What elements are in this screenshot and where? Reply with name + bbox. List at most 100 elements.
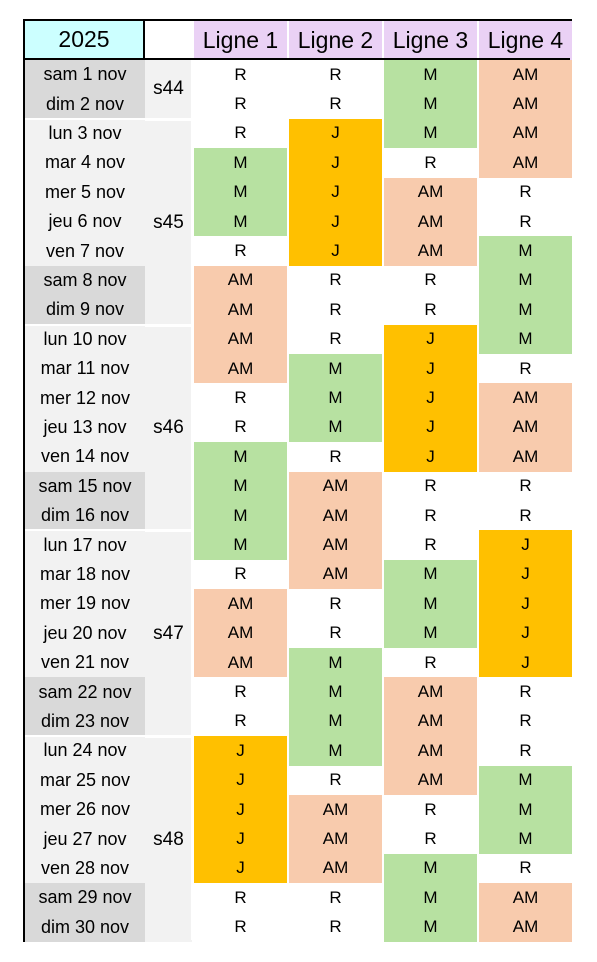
shift-cell-line-1: R <box>192 883 287 913</box>
shift-cell-line-2: M <box>287 383 382 413</box>
shift-cell-line-4: J <box>477 559 572 590</box>
date-cell: sam 1 nov <box>25 60 145 90</box>
shift-cell-line-3: M <box>382 118 477 149</box>
line-header-4: Ligne 4 <box>477 21 572 60</box>
shift-cell-line-3: J <box>382 383 477 413</box>
shift-cell-line-3: J <box>382 412 477 443</box>
shift-cell-line-1: R <box>192 912 287 942</box>
shift-cell-line-4: AM <box>477 412 572 443</box>
shift-cell-line-3: AM <box>382 236 477 266</box>
date-cell: mer 12 nov <box>25 383 145 413</box>
shift-cell-line-1: J <box>192 795 287 825</box>
shift-cell-line-1: AM <box>192 648 287 678</box>
shift-cell-line-4: R <box>477 501 572 531</box>
shift-cell-line-2: R <box>287 265 382 296</box>
shift-cell-line-1: J <box>192 853 287 884</box>
shift-cell-line-3: AM <box>382 736 477 766</box>
date-cell: dim 16 nov <box>25 501 145 531</box>
date-cell: dim 23 nov <box>25 706 145 737</box>
shift-cell-line-1: J <box>192 824 287 854</box>
date-cell: dim 2 nov <box>25 89 145 119</box>
shift-cell-line-3: J <box>382 442 477 472</box>
shift-cell-line-2: M <box>287 412 382 443</box>
date-cell: lun 17 nov <box>25 530 145 560</box>
shift-cell-line-2: M <box>287 736 382 766</box>
shift-cell-line-2: M <box>287 706 382 737</box>
shift-cell-line-3: R <box>382 648 477 678</box>
shift-cell-line-4: R <box>477 677 572 707</box>
shift-cell-line-3: M <box>382 883 477 913</box>
shift-cell-line-3: J <box>382 324 477 354</box>
date-cell: jeu 6 nov <box>25 207 145 237</box>
date-cell: jeu 20 nov <box>25 618 145 648</box>
shift-cell-line-2: R <box>287 912 382 942</box>
shift-cell-line-4: AM <box>477 383 572 413</box>
shift-cell-line-2: J <box>287 207 382 237</box>
shift-cell-line-4: M <box>477 795 572 825</box>
shift-cell-line-3: AM <box>382 177 477 207</box>
shift-cell-line-1: R <box>192 677 287 707</box>
shift-cell-line-2: J <box>287 148 382 178</box>
shift-cell-line-3: R <box>382 471 477 501</box>
shift-cell-line-3: M <box>382 559 477 590</box>
shift-cell-line-3: M <box>382 589 477 619</box>
shift-cell-line-2: M <box>287 648 382 678</box>
date-cell: jeu 27 nov <box>25 824 145 854</box>
shift-cell-line-1: R <box>192 60 287 90</box>
shift-cell-line-3: R <box>382 501 477 531</box>
shift-cell-line-2: J <box>287 118 382 149</box>
shift-cell-line-3: M <box>382 853 477 884</box>
shift-cell-line-1: J <box>192 765 287 795</box>
shift-cell-line-2: J <box>287 177 382 207</box>
shift-cell-line-4: R <box>477 354 572 384</box>
shift-cell-line-1: R <box>192 236 287 266</box>
shift-cell-line-4: R <box>477 736 572 766</box>
date-cell: mer 19 nov <box>25 589 145 619</box>
date-cell: lun 24 nov <box>25 736 145 766</box>
shift-cell-line-2: R <box>287 883 382 913</box>
shift-cell-line-2: R <box>287 324 382 354</box>
shift-cell-line-3: J <box>382 354 477 384</box>
shift-cell-line-3: M <box>382 912 477 942</box>
shift-cell-line-1: AM <box>192 295 287 325</box>
week-label: s47 <box>145 530 192 737</box>
shift-cell-line-3: M <box>382 618 477 648</box>
shift-cell-line-3: M <box>382 60 477 90</box>
shift-cell-line-3: AM <box>382 706 477 737</box>
date-cell: mar 18 nov <box>25 559 145 590</box>
shift-cell-line-3: R <box>382 795 477 825</box>
shift-cell-line-3: AM <box>382 207 477 237</box>
shift-cell-line-1: R <box>192 118 287 149</box>
shift-cell-line-1: AM <box>192 618 287 648</box>
shift-cell-line-4: R <box>477 207 572 237</box>
date-cell: mar 11 nov <box>25 354 145 384</box>
shift-cell-line-1: M <box>192 471 287 501</box>
shift-cell-line-4: R <box>477 177 572 207</box>
date-cell: ven 14 nov <box>25 442 145 472</box>
shift-cell-line-4: M <box>477 824 572 854</box>
shift-cell-line-2: R <box>287 89 382 119</box>
date-cell: sam 8 nov <box>25 265 145 296</box>
week-label: s46 <box>145 324 192 531</box>
shift-cell-line-4: AM <box>477 60 572 90</box>
shift-cell-line-2: R <box>287 589 382 619</box>
shift-cell-line-1: R <box>192 412 287 443</box>
shift-cell-line-2: AM <box>287 471 382 501</box>
date-cell: mer 5 nov <box>25 177 145 207</box>
shift-cell-line-1: AM <box>192 589 287 619</box>
shift-cell-line-1: M <box>192 207 287 237</box>
shift-cell-line-1: R <box>192 706 287 737</box>
shift-cell-line-4: J <box>477 618 572 648</box>
week-separator <box>25 735 192 738</box>
shift-cell-line-2: R <box>287 618 382 648</box>
shift-cell-line-4: AM <box>477 442 572 472</box>
shift-cell-line-1: J <box>192 736 287 766</box>
date-cell: lun 10 nov <box>25 324 145 354</box>
line-header-1: Ligne 1 <box>192 21 287 60</box>
shift-cell-line-3: AM <box>382 677 477 707</box>
week-separator <box>25 117 192 120</box>
shift-cell-line-3: R <box>382 530 477 560</box>
shift-cell-line-3: R <box>382 824 477 854</box>
shift-cell-line-4: R <box>477 706 572 737</box>
shift-cell-line-1: AM <box>192 354 287 384</box>
